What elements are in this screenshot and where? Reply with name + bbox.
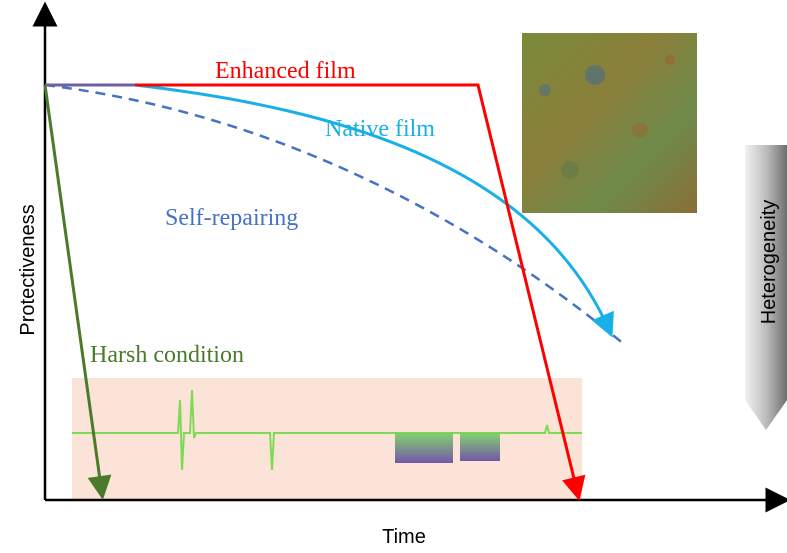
heterogeneity-label: Heterogeneity (758, 200, 780, 325)
enhanced-film-label: Enhanced film (215, 58, 356, 84)
diagram: Enhanced film Native film Self-repairing… (0, 0, 787, 553)
harsh-condition-label: Harsh condition (90, 342, 244, 368)
self-repairing-label: Self-repairing (165, 205, 298, 231)
x-axis-label: Time (382, 526, 426, 548)
surface-image (522, 33, 697, 213)
signal-panel (72, 378, 582, 500)
native-film-label: Native film (325, 116, 435, 142)
y-axis-label: Protectiveness (17, 204, 39, 335)
